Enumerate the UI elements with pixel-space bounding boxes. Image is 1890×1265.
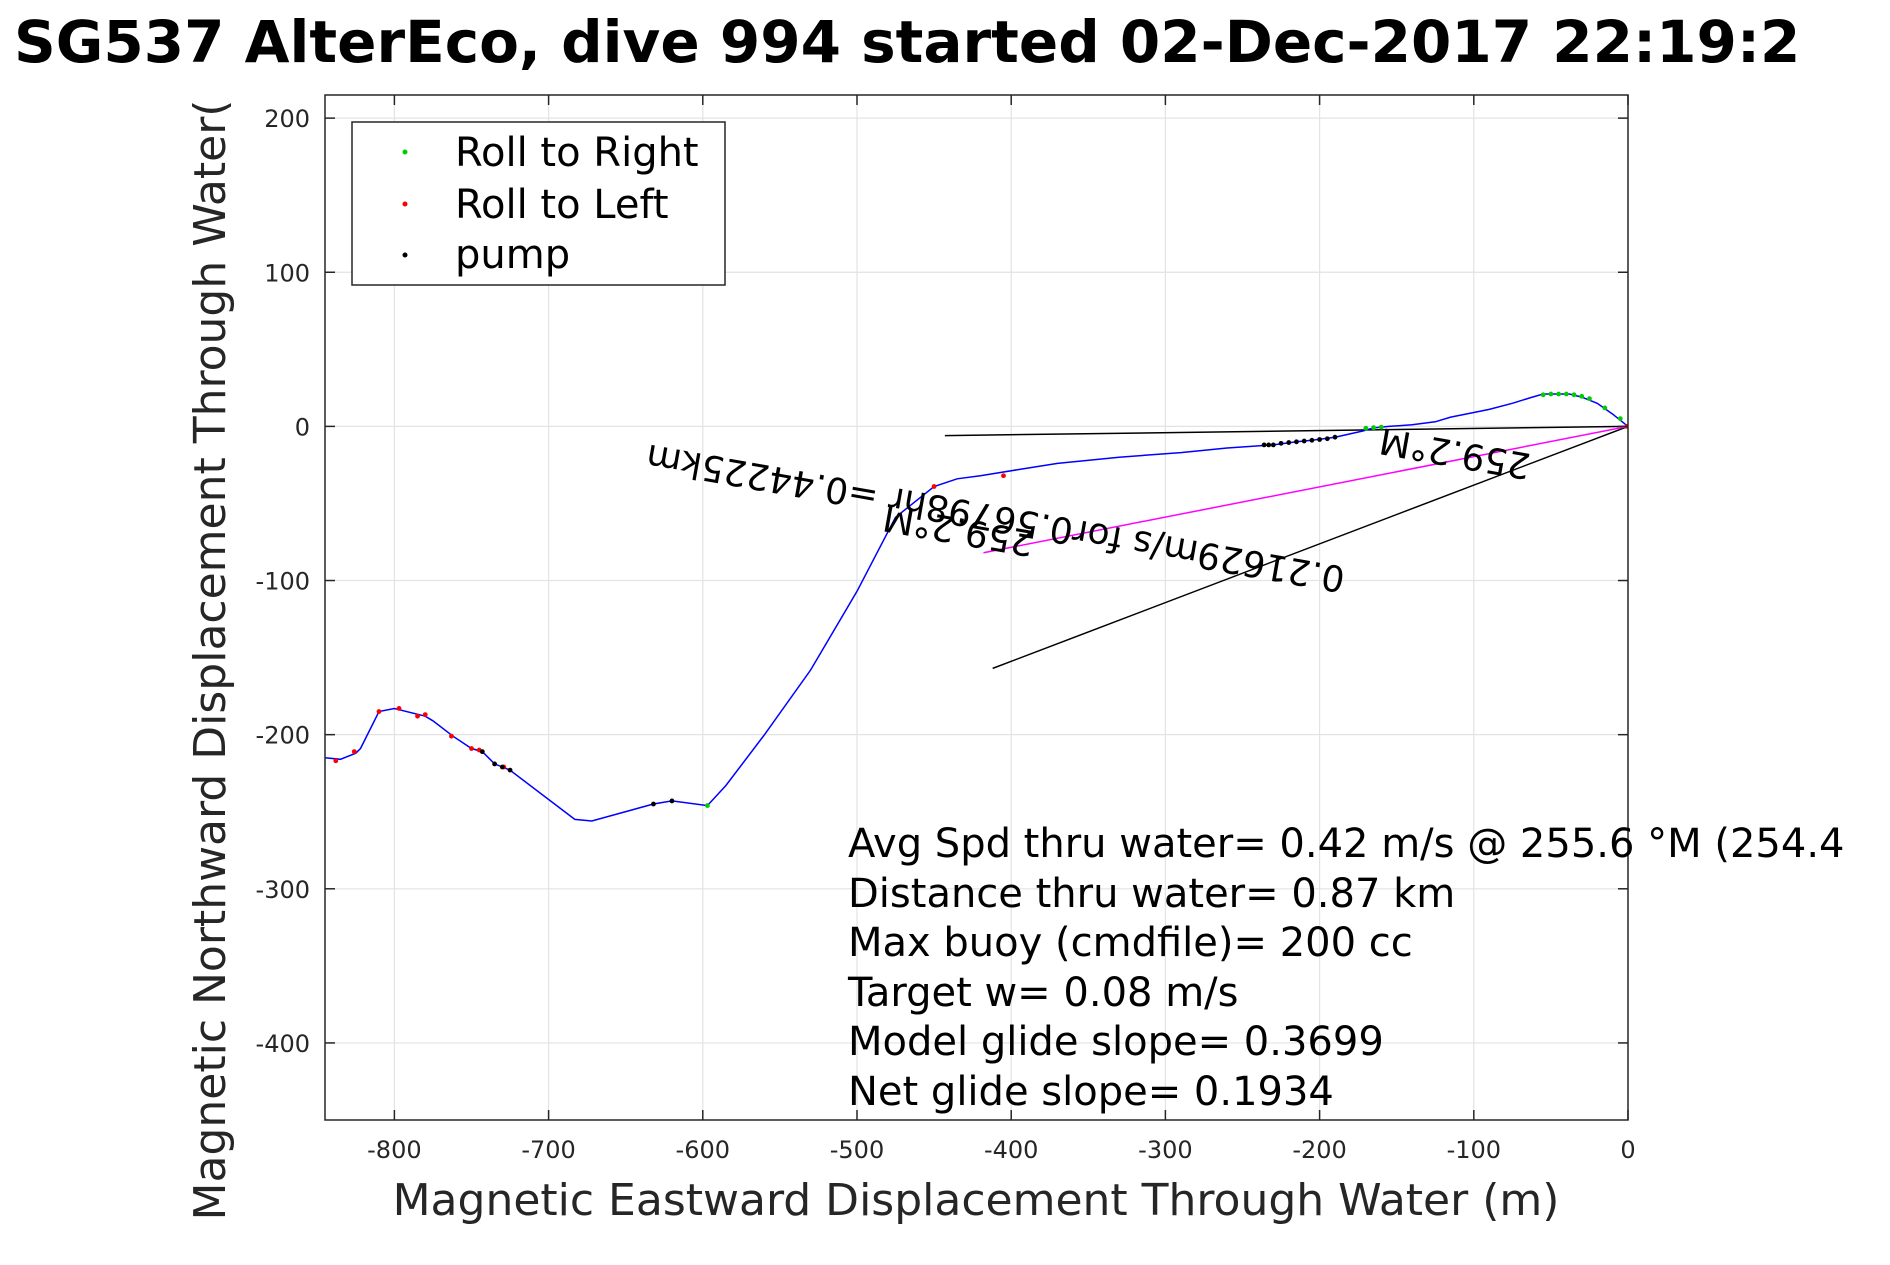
stat-distance: Distance thru water= 0.87 km <box>848 871 1455 917</box>
x-tick-label: -200 <box>1292 1136 1346 1164</box>
direction-guide-line <box>992 425 1628 670</box>
roll-left-point <box>396 706 402 711</box>
pump-point <box>507 767 513 773</box>
roll-right-point <box>1579 393 1585 399</box>
guide-lines <box>944 425 1628 670</box>
axis-ticks: -800 -700 -600 -500 -400 -300 -200 -100 0 200 100 0… <box>256 95 1636 1164</box>
chart-title: SG537 AlterEco, dive 994 started 02-Dec-… <box>14 8 1800 76</box>
x-tick-label: -500 <box>830 1136 884 1164</box>
stat-net-glide-slope: Net glide slope= 0.1934 <box>848 1069 1334 1115</box>
roll-left-point <box>333 758 339 764</box>
roll-right-point <box>1563 391 1569 397</box>
pump-point <box>1286 440 1292 445</box>
direction-guide-line <box>944 425 1628 437</box>
y-tick-label: 100 <box>264 259 310 287</box>
legend-marker-roll-right <box>402 149 408 155</box>
x-tick-label: -800 <box>367 1136 421 1164</box>
pump-point <box>1270 442 1276 448</box>
roll-left-point <box>449 733 454 739</box>
stat-avg-speed: Avg Spd thru water= 0.42 m/s @ 255.6 °M … <box>848 821 1844 867</box>
stat-model-glide-slope: Model glide slope= 0.3699 <box>848 1019 1384 1065</box>
x-tick-label: -400 <box>984 1136 1038 1164</box>
pump-point <box>1324 436 1330 442</box>
legend-label-roll-right: Roll to Right <box>455 130 699 176</box>
y-tick-label: 0 <box>295 413 310 441</box>
y-tick-label: -200 <box>256 722 310 750</box>
roll-left-point <box>376 709 382 714</box>
points-layer <box>333 391 1628 808</box>
plot-frame <box>324 94 1629 1121</box>
x-tick-label: -600 <box>676 1136 730 1164</box>
net-displacement-line <box>983 425 1628 554</box>
stat-target-w: Target w= 0.08 m/s <box>847 970 1238 1016</box>
pump-point <box>1261 442 1267 448</box>
dive-track-line <box>325 393 1628 822</box>
pump-point <box>1317 437 1322 442</box>
pump-point <box>1301 438 1307 444</box>
legend-label-pump: pump <box>455 232 570 278</box>
legend-marker-pump <box>402 252 408 258</box>
roll-right-point <box>1571 392 1577 398</box>
pump-point <box>1266 442 1272 448</box>
legend-marker-roll-left <box>402 201 408 207</box>
y-tick-label: -400 <box>256 1030 310 1058</box>
x-tick-label: 0 <box>1620 1136 1635 1164</box>
roll-left-point <box>415 713 420 719</box>
x-tick-label: -700 <box>521 1136 575 1164</box>
pump-point <box>499 764 505 770</box>
y-axis-label: Magnetic Northward Displacement Through … <box>185 100 236 1221</box>
roll-right-point <box>1540 392 1546 398</box>
x-axis-label: Magnetic Eastward Displacement Through W… <box>393 1175 1560 1226</box>
track-layer <box>325 393 1628 822</box>
roll-right-point <box>1371 425 1376 431</box>
pump-point <box>1332 434 1338 440</box>
roll-right-point <box>1378 424 1384 430</box>
pump-point <box>1278 440 1284 446</box>
legend-box <box>351 121 726 286</box>
pump-point <box>651 801 656 807</box>
roll-right-point <box>1363 425 1369 431</box>
y-tick-label: -100 <box>256 568 310 596</box>
roll-right-point <box>1602 405 1608 411</box>
stat-max-buoy: Max buoy (cmdfile)= 200 cc <box>848 920 1413 966</box>
roll-right-point <box>705 803 710 808</box>
pump-point <box>669 798 675 804</box>
legend: Roll to Right Roll to Left pump <box>351 121 726 286</box>
x-tick-label: -100 <box>1447 1136 1501 1164</box>
roll-right-point <box>1556 391 1562 397</box>
pump-point <box>1294 439 1299 445</box>
y-tick-label: 200 <box>264 105 310 133</box>
roll-right-point <box>1548 391 1554 397</box>
pump-point <box>479 749 485 755</box>
pump-point <box>492 761 498 767</box>
roll-left-point <box>422 712 428 718</box>
stats-block: Avg Spd thru water= 0.42 m/s @ 255.6 °M … <box>847 821 1844 1115</box>
legend-label-roll-left: Roll to Left <box>455 182 669 228</box>
roll-right-point <box>1587 396 1592 402</box>
roll-left-point <box>469 746 474 751</box>
roll-left-point <box>351 749 357 755</box>
pump-point <box>1309 437 1315 443</box>
roll-right-point <box>1617 416 1623 422</box>
y-tick-label: -300 <box>256 876 310 904</box>
x-tick-label: -300 <box>1138 1136 1192 1164</box>
roll-left-point <box>1001 473 1006 479</box>
roll-left-point <box>931 484 937 489</box>
